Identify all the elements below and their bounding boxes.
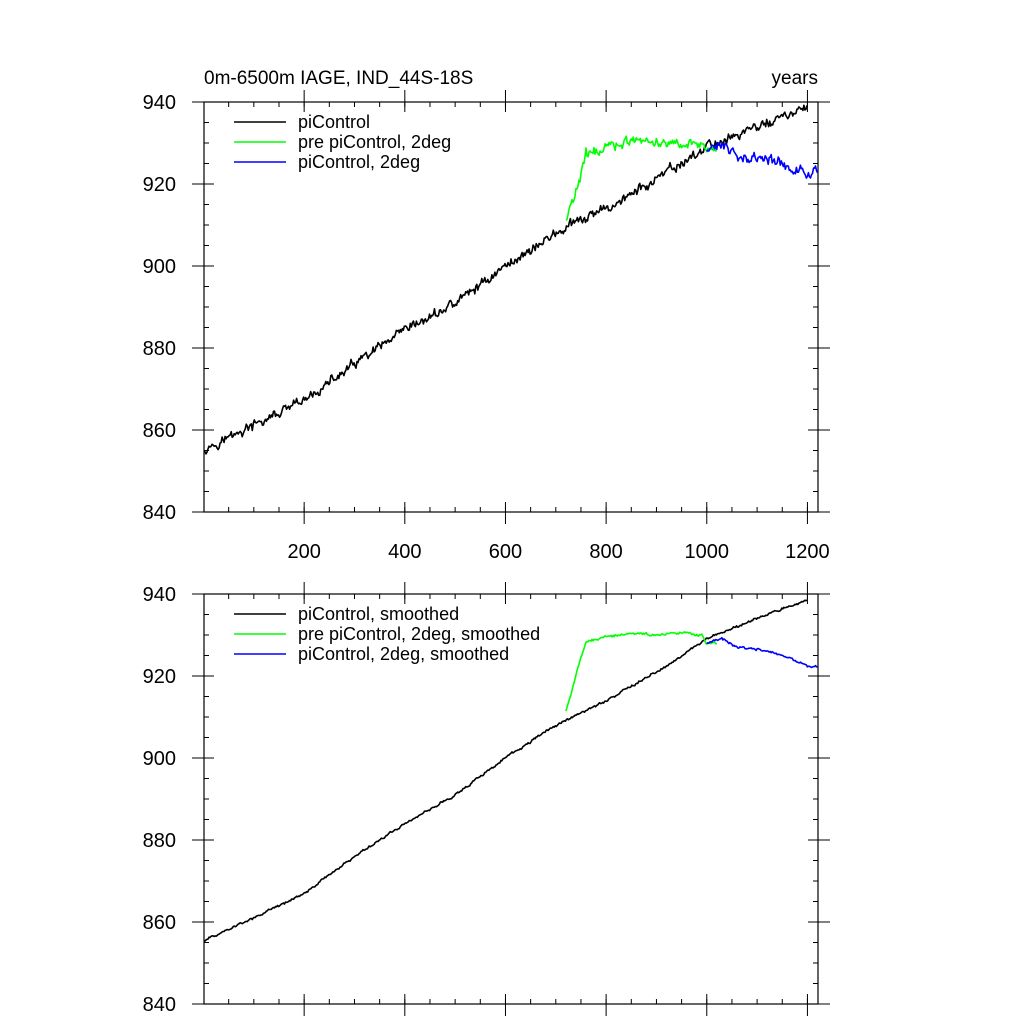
y-tick-label: 900	[143, 748, 176, 770]
bottom-panel: 840 860 880 900 920 940 piControl, smoothedpre…	[143, 582, 830, 1016]
x-tick-label: 400	[388, 541, 421, 563]
chart-title: 0m-6500m IAGE, IND_44S-18S	[204, 68, 473, 89]
series-line-pre-picontrol-2deg-smoothed	[565, 631, 718, 712]
y-tick-label: 880	[143, 830, 176, 852]
x-tick-label: 1200	[785, 541, 830, 563]
y-tick-label: 840	[143, 502, 176, 524]
y-tick-label: 900	[143, 256, 176, 278]
legend-label: piControl	[298, 112, 370, 132]
y-tick-label: 840	[143, 994, 176, 1016]
series-line-picontrol-smoothed	[204, 599, 808, 942]
y-tick-label: 920	[143, 174, 176, 196]
y-tick-label: 940	[143, 92, 176, 114]
x-tick-label: 600	[489, 541, 522, 563]
top-panel: 840 860 880 900 920 940 200 400 600 800 1000 1200 pi…	[143, 90, 830, 563]
y-tick-label: 860	[143, 420, 176, 442]
legend-label: piControl, smoothed	[298, 604, 459, 624]
series-line-picontrol-2deg	[706, 142, 818, 179]
plot-frame	[203, 593, 819, 1005]
legend-label: piControl, 2deg, smoothed	[298, 644, 509, 664]
x-tick-label: 1000	[685, 541, 730, 563]
y-tick-label: 920	[143, 666, 176, 688]
x-axis-label: years	[772, 68, 818, 89]
legend-label: piControl, 2deg	[298, 152, 420, 172]
y-tick-label: 880	[143, 338, 176, 360]
y-tick-label: 860	[143, 912, 176, 934]
legend-label: pre piControl, 2deg	[298, 132, 451, 152]
series-line-picontrol-2deg-smoothed	[706, 636, 818, 669]
legend-label: pre piControl, 2deg, smoothed	[298, 624, 540, 644]
series-line-picontrol	[204, 104, 808, 455]
x-tick-label: 200	[287, 541, 320, 563]
series-line-pre-picontrol-2deg	[565, 135, 717, 222]
y-tick-label: 940	[143, 584, 176, 606]
x-tick-label: 800	[589, 541, 622, 563]
plot-frame	[203, 101, 819, 513]
